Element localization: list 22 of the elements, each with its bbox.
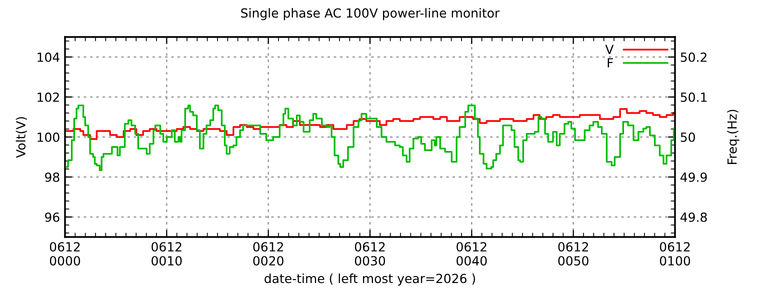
y-tick-label: 96	[45, 212, 60, 222]
y2-axis-title: Freq.(Hz)	[727, 110, 740, 164]
x-axis-title: date-time ( left most year=2026 )	[264, 274, 476, 286]
y-tick-label: 100	[38, 132, 60, 142]
x-tick-label: 0612 0050	[558, 242, 588, 266]
x-tick-label: 0612 0010	[152, 242, 182, 266]
y-tick-label: 104	[38, 52, 60, 62]
x-tick-label: 0612 0100	[660, 242, 690, 266]
y2-tick-label: 49.9	[680, 172, 707, 182]
x-tick-label: 0612 0030	[354, 242, 386, 266]
x-tick-label: 0612 0040	[456, 242, 487, 266]
y-tick-label: 102	[38, 92, 59, 102]
y2-tick-label: 49.8	[680, 212, 707, 222]
y-tick-label: 98	[45, 172, 60, 182]
chart-title: Single phase AC 100V power-line monitor	[241, 8, 500, 20]
y2-tick-label: 50	[680, 132, 695, 142]
legend-label: F	[608, 58, 614, 68]
y2-tick-label: 50.2	[680, 52, 706, 62]
legend-label: V	[605, 44, 614, 54]
x-tick-label: 0612 0000	[50, 242, 80, 266]
y2-tick-label: 50.1	[680, 92, 707, 102]
y-axis-title: Volt(V)	[16, 117, 27, 158]
